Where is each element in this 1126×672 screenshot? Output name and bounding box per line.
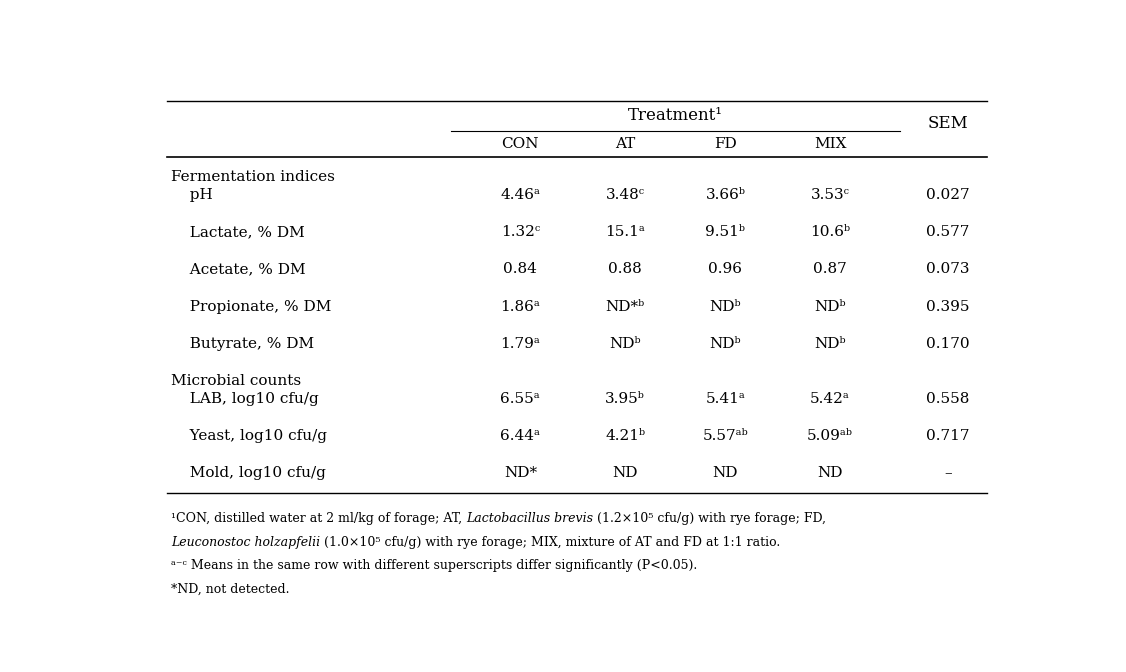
Text: ND: ND xyxy=(613,466,637,480)
Text: Acetate, % DM: Acetate, % DM xyxy=(180,262,305,276)
Text: 0.87: 0.87 xyxy=(813,262,847,276)
Text: 1.79ᵃ: 1.79ᵃ xyxy=(500,337,540,351)
Text: Butyrate, % DM: Butyrate, % DM xyxy=(180,337,314,351)
Text: 0.073: 0.073 xyxy=(927,262,969,276)
Text: 5.41ᵃ: 5.41ᵃ xyxy=(706,392,745,406)
Text: Fermentation indices: Fermentation indices xyxy=(171,170,336,184)
Text: pH: pH xyxy=(180,187,213,202)
Text: 0.717: 0.717 xyxy=(927,429,969,443)
Text: 5.42ᵃ: 5.42ᵃ xyxy=(811,392,850,406)
Text: NDᵇ: NDᵇ xyxy=(814,300,846,314)
Text: AT: AT xyxy=(615,137,635,151)
Text: CON: CON xyxy=(501,137,539,151)
Text: 1.86ᵃ: 1.86ᵃ xyxy=(500,300,540,314)
Text: 0.96: 0.96 xyxy=(708,262,742,276)
Text: 3.53ᶜ: 3.53ᶜ xyxy=(811,187,850,202)
Text: (1.0×10⁵ cfu/g) with rye forage; MIX, mixture of AT and FD at 1:1 ratio.: (1.0×10⁵ cfu/g) with rye forage; MIX, mi… xyxy=(321,536,780,549)
Text: NDᵇ: NDᵇ xyxy=(709,337,741,351)
Text: ¹CON, distilled water at 2 ml/kg of forage; AT,: ¹CON, distilled water at 2 ml/kg of fora… xyxy=(171,513,466,526)
Text: Lactobacillus brevis: Lactobacillus brevis xyxy=(466,513,593,526)
Text: ᵃ⁻ᶜ Means in the same row with different superscripts differ significantly (P<0.: ᵃ⁻ᶜ Means in the same row with different… xyxy=(171,559,697,572)
Text: 1.32ᶜ: 1.32ᶜ xyxy=(501,225,539,239)
Text: LAB, log10 cfu/g: LAB, log10 cfu/g xyxy=(180,392,319,406)
Text: NDᵇ: NDᵇ xyxy=(709,300,741,314)
Text: SEM: SEM xyxy=(928,114,968,132)
Text: ND: ND xyxy=(713,466,739,480)
Text: 0.170: 0.170 xyxy=(927,337,969,351)
Text: *ND, not detected.: *ND, not detected. xyxy=(171,583,289,595)
Text: 0.88: 0.88 xyxy=(608,262,642,276)
Text: 9.51ᵇ: 9.51ᵇ xyxy=(705,225,745,239)
Text: Lactate, % DM: Lactate, % DM xyxy=(180,225,305,239)
Text: (1.2×10⁵ cfu/g) with rye forage; FD,: (1.2×10⁵ cfu/g) with rye forage; FD, xyxy=(593,513,826,526)
Text: ND*: ND* xyxy=(503,466,537,480)
Text: Propionate, % DM: Propionate, % DM xyxy=(180,300,331,314)
Text: 5.57ᵃᵇ: 5.57ᵃᵇ xyxy=(703,429,749,443)
Text: 0.395: 0.395 xyxy=(927,300,969,314)
Text: 0.577: 0.577 xyxy=(927,225,969,239)
Text: Mold, log10 cfu/g: Mold, log10 cfu/g xyxy=(180,466,325,480)
Text: Yeast, log10 cfu/g: Yeast, log10 cfu/g xyxy=(180,429,327,443)
Text: 5.09ᵃᵇ: 5.09ᵃᵇ xyxy=(807,429,854,443)
Text: Leuconostoc holzapfelii: Leuconostoc holzapfelii xyxy=(171,536,321,549)
Text: NDᵇ: NDᵇ xyxy=(814,337,846,351)
Text: 3.48ᶜ: 3.48ᶜ xyxy=(606,187,644,202)
Text: 0.84: 0.84 xyxy=(503,262,537,276)
Text: 0.558: 0.558 xyxy=(927,392,969,406)
Text: ND: ND xyxy=(817,466,843,480)
Text: 6.44ᵃ: 6.44ᵃ xyxy=(500,429,540,443)
Text: 0.027: 0.027 xyxy=(927,187,969,202)
Text: 3.66ᵇ: 3.66ᵇ xyxy=(705,187,745,202)
Text: ND*ᵇ: ND*ᵇ xyxy=(606,300,645,314)
Text: FD: FD xyxy=(714,137,736,151)
Text: 15.1ᵃ: 15.1ᵃ xyxy=(605,225,645,239)
Text: NDᵇ: NDᵇ xyxy=(609,337,641,351)
Text: 6.55ᵃ: 6.55ᵃ xyxy=(500,392,540,406)
Text: 10.6ᵇ: 10.6ᵇ xyxy=(810,225,850,239)
Text: 3.95ᵇ: 3.95ᵇ xyxy=(605,392,645,406)
Text: –: – xyxy=(944,466,951,480)
Text: MIX: MIX xyxy=(814,137,847,151)
Text: 4.21ᵇ: 4.21ᵇ xyxy=(605,429,645,443)
Text: 4.46ᵃ: 4.46ᵃ xyxy=(500,187,540,202)
Text: Microbial counts: Microbial counts xyxy=(171,374,302,388)
Text: Treatment¹: Treatment¹ xyxy=(628,108,723,124)
